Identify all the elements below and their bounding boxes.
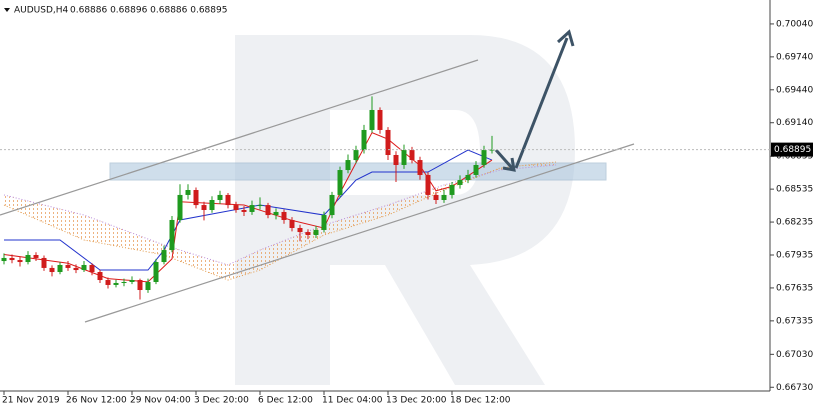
candle-body: [33, 254, 39, 258]
candle-body: [65, 264, 71, 268]
candle-body: [57, 264, 63, 273]
candle-body: [321, 215, 327, 230]
candle-body: [225, 194, 231, 206]
candle-body: [41, 257, 47, 268]
candle-body: [449, 184, 455, 195]
candle-body: [249, 205, 255, 212]
candle-body: [273, 211, 279, 216]
ohlc-header: 0.68886 0.68896 0.68886 0.68895: [70, 6, 227, 16]
y-tick-label: 0.68835: [776, 152, 813, 162]
candle-body: [121, 281, 127, 283]
candle-body: [369, 109, 375, 130]
candle-body: [297, 227, 303, 233]
x-tick-label: 18 Dec 12:00: [450, 396, 511, 406]
candle-body: [217, 194, 223, 201]
cloud-fill: [4, 162, 556, 281]
y-tick-label: 0.67935: [776, 250, 813, 260]
candle-body: [305, 232, 311, 236]
candle-body: [441, 194, 447, 201]
candle-body: [481, 150, 487, 165]
candle-body: [289, 219, 295, 228]
candle-body: [401, 150, 407, 165]
candle-body: [377, 109, 383, 130]
candle-body: [385, 129, 391, 155]
candle-body: [209, 200, 215, 210]
candle-body: [49, 267, 55, 273]
candle-body: [89, 264, 95, 273]
candle-body: [433, 194, 439, 201]
candle-body: [353, 150, 359, 161]
x-tick-label: 26 Nov 12:00: [66, 396, 127, 406]
candle-body: [1, 257, 7, 262]
candle-body: [257, 205, 263, 207]
candle-body: [9, 257, 15, 261]
x-tick-label: 6 Dec 12:00: [258, 396, 313, 406]
y-tick-label: 0.70040: [776, 19, 813, 29]
y-tick-label: 0.67030: [776, 350, 813, 360]
candle-body: [161, 250, 167, 263]
candle-body: [393, 154, 399, 165]
zone-highlight: [109, 162, 607, 181]
candle-body: [73, 267, 79, 271]
candle-body: [425, 174, 431, 195]
candle-body: [81, 264, 87, 271]
candle-body: [153, 262, 159, 282]
y-tick-label: 0.69440: [776, 85, 813, 95]
candle-body: [129, 280, 135, 282]
candle-body: [241, 209, 247, 212]
candle-body: [265, 205, 271, 216]
candle-body: [473, 164, 479, 175]
candle-body: [17, 260, 23, 263]
candle-body: [137, 280, 143, 291]
menu-arrow[interactable]: [4, 8, 10, 12]
x-tick-label: 29 Nov 04:00: [130, 396, 191, 406]
candle-body: [409, 150, 415, 161]
y-tick-label: 0.67635: [776, 283, 813, 293]
candle-body: [105, 280, 111, 285]
x-tick-label: 3 Dec 20:00: [194, 396, 249, 406]
candle-body: [417, 160, 423, 175]
x-tick-label: 13 Dec 20:00: [386, 396, 447, 406]
candle-body: [281, 211, 287, 220]
forecast-arrows: [494, 29, 575, 172]
x-tick-label: 11 Dec 04:00: [322, 396, 383, 406]
candle-body: [169, 219, 175, 251]
watermark: [235, 35, 575, 385]
candle-body: [113, 282, 119, 285]
candle-body: [345, 160, 351, 171]
candle-body: [361, 129, 367, 151]
y-tick-label: 0.68535: [776, 185, 813, 195]
candle-body: [185, 190, 191, 195]
candle-body: [465, 174, 471, 181]
candle-body: [457, 180, 463, 185]
candle-body: [97, 272, 103, 281]
y-tick-label: 0.69140: [776, 118, 813, 128]
candle-body: [201, 205, 207, 210]
candle-body: [337, 170, 343, 195]
current-price-box: [771, 142, 813, 157]
current-price-label: 0.68895: [774, 145, 811, 155]
candle-body: [313, 229, 319, 236]
symbol-title: AUDUSD,H4: [14, 6, 69, 16]
candle-body: [233, 205, 239, 210]
y-tick-label: 0.68235: [776, 218, 813, 228]
y-tick-label: 0.67335: [776, 316, 813, 326]
y-tick-label: 0.69740: [776, 52, 813, 62]
x-tick-label: 21 Nov 2019: [2, 396, 60, 406]
candle-body: [25, 254, 31, 263]
candle-body: [145, 281, 151, 291]
candle-body: [193, 190, 199, 206]
channel-lower: [84, 143, 635, 323]
y-tick-label: 0.66730: [776, 383, 813, 393]
candle-body: [177, 194, 183, 220]
candle-body: [329, 194, 335, 216]
channel-upper: [0, 59, 479, 216]
